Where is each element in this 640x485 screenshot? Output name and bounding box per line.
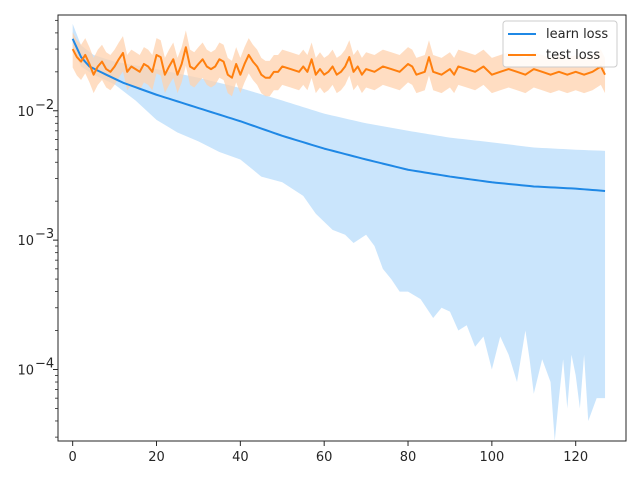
y-tick-label: 10 <box>17 234 34 249</box>
y-tick-label: 10 <box>17 105 34 120</box>
line-learn-loss <box>71 38 606 192</box>
x-tick-label: 120 <box>563 450 588 465</box>
y-tick-exponent: −4 <box>35 356 54 371</box>
x-tick-label: 80 <box>400 450 417 465</box>
y-tick-exponent: −3 <box>35 227 54 242</box>
legend: learn loss test loss <box>502 20 618 68</box>
series-lines <box>71 38 606 192</box>
x-tick-label: 60 <box>316 450 333 465</box>
x-tick-label: 0 <box>69 450 77 465</box>
legend-label-learn-loss: learn loss <box>546 27 608 42</box>
band-test-loss <box>72 30 606 97</box>
y-axis-ticks: 10−410−310−2 <box>17 19 58 438</box>
confidence-bands <box>72 23 606 441</box>
y-tick-exponent: −2 <box>35 98 54 113</box>
band-learn-loss <box>72 23 606 441</box>
x-tick-label: 20 <box>148 450 165 465</box>
y-tick-label: 10 <box>17 363 34 378</box>
x-tick-label: 40 <box>232 450 249 465</box>
line-test-loss <box>71 46 606 79</box>
x-axis-ticks: 0 20 40 60 80 100 120 <box>69 441 588 465</box>
plot-frame <box>57 14 627 442</box>
x-tick-label: 100 <box>479 450 504 465</box>
legend-label-test-loss: test loss <box>546 48 600 63</box>
